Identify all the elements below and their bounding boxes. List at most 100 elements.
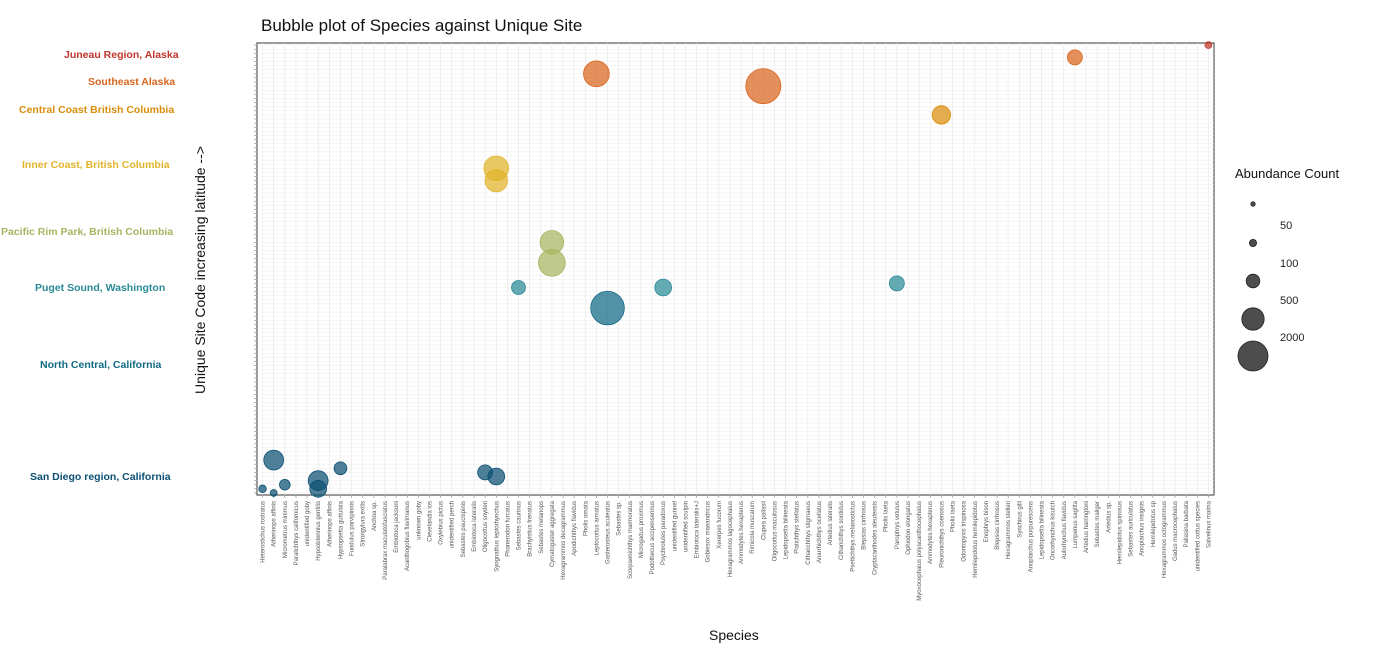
x-tick-label: Atherinops affinis	[327, 501, 333, 547]
x-tick-label: Oxylebius pictus	[439, 501, 445, 545]
x-tick-label: unidentified goby	[305, 501, 311, 546]
bubble-point	[258, 484, 267, 493]
x-tick-label: Strongylura exilis	[361, 501, 367, 547]
x-tick-label: Oligocottus snyderi	[483, 501, 489, 552]
x-tick-label: Myoxocephalus polyacanthocephalus	[917, 501, 923, 601]
x-tick-label: Pholis laeta	[884, 500, 890, 532]
bubble-layer	[258, 41, 1213, 498]
x-tick-label: Hypsoblennius gentilis	[316, 501, 322, 561]
x-tick-label: Rimicola muscarum	[750, 501, 756, 554]
region-label-juneau: Juneau Region, Alaska	[64, 49, 179, 61]
x-tick-label: Atherinops affinis	[272, 501, 278, 547]
bubble-point	[654, 278, 672, 297]
legend-bubble	[1250, 201, 1256, 207]
x-tick-label: Lepidopsetta bilineata	[1040, 500, 1046, 559]
legend-bubble	[1241, 307, 1265, 331]
x-tick-label: Pallasina barbata	[1184, 500, 1190, 547]
bubble-point	[590, 290, 625, 326]
x-tick-label: Hemilepidotus spinosus	[1117, 501, 1123, 564]
x-tick-label: Sebastes maliger	[1095, 501, 1101, 547]
x-tick-label: Microgadus proximus	[639, 501, 645, 558]
x-tick-label: Citharichthys stigmaeus	[806, 501, 812, 565]
region-label-puget-sound: Puget Sound, Washington	[35, 282, 166, 294]
x-tick-label: unidentified perch	[450, 501, 456, 548]
bubble-point	[539, 230, 565, 255]
x-tick-label: unidentified sculpin	[683, 501, 689, 552]
x-tick-label: Hexagrammos octogrammus	[1162, 501, 1168, 578]
legend-label-100: 100	[1280, 258, 1299, 270]
x-tick-label: Psettichthys melanostictus	[850, 501, 856, 572]
x-tick-label: Sebastes melanops	[539, 501, 545, 554]
x-tick-label: Anchoa sp.	[372, 501, 378, 531]
bubble-point	[1067, 49, 1083, 66]
x-tick-label: Platichthys stellatus	[795, 501, 801, 554]
region-label-north-central-ca: North Central, California	[40, 359, 162, 371]
bubble-point	[309, 480, 328, 498]
bubble-point	[484, 169, 508, 193]
x-tick-label: Paralichthys californicus	[294, 501, 300, 565]
x-tick-label: Cymatogaster aggregata	[550, 500, 556, 567]
x-tick-label: Xererpes fucorum	[717, 501, 723, 549]
x-tick-label: Leptocottus armatus	[594, 501, 600, 555]
x-tick-labels: Heterostichus rostratus Atherinops affini…	[261, 495, 1212, 601]
x-tick-label: Brachyistius frenatus	[528, 501, 534, 557]
x-tick-label: Hemilepidotus hemilepidotus	[973, 501, 979, 578]
legend-bubble	[1249, 238, 1258, 247]
bubble-point	[888, 275, 905, 292]
x-tick-label: Enophrys bison	[984, 501, 990, 542]
x-tick-label: Pholis laeta	[950, 500, 956, 532]
x-tick-label: Lepidopsetta bilineata	[784, 500, 790, 559]
x-tick-label: Anoplarchus insignis	[1140, 501, 1146, 556]
x-tick-label: Artedius harringtoni	[1084, 501, 1090, 553]
x-tick-label: Heterostichus rostratus	[261, 501, 267, 563]
x-tick-label: Citharichthys sordidus	[839, 501, 845, 560]
legend-label-50: 50	[1280, 220, 1293, 232]
x-tick-label: Gasterosteus aculeatus	[606, 501, 612, 564]
legend-bubble	[1237, 340, 1269, 372]
bubble-point	[583, 60, 610, 88]
x-tick-label: Embiotoca lateralis+J	[695, 501, 701, 558]
x-tick-label: Sebastes paucispinis	[461, 501, 467, 557]
x-tick-label: Hexagrammos decagrammus	[561, 501, 567, 580]
grid-layer	[256, 42, 1215, 496]
x-tick-label: Oncorhynchus kisutch	[1051, 501, 1057, 560]
x-tick-label: Odontopyxis trispinosa	[962, 500, 968, 561]
bubble-point	[263, 449, 285, 471]
x-tick-label: Lumpenus sagitta	[1073, 500, 1079, 548]
x-tick-label: Hemilepidotus sp	[1151, 500, 1157, 547]
x-tick-label: Pleuronichthys coenosus	[939, 501, 945, 568]
x-tick-label: Ammodytes hexapterus	[928, 501, 934, 564]
x-tick-label: Hypsopsetta guttulata	[338, 500, 344, 559]
bubble-point	[1204, 41, 1213, 49]
x-tick-label: Acanthogobius flavimanus	[405, 501, 411, 571]
x-tick-label: Scorpaenichthys marmoratus	[628, 501, 634, 579]
x-tick-label: Apodichthys flavidus	[572, 501, 578, 556]
legend-label-2000: 2000	[1280, 332, 1305, 344]
bubble-point	[745, 68, 782, 105]
region-label-pacific-rim: Pacific Rim Park, British Columbia	[1, 226, 174, 238]
x-tick-label: Sebastes auriculatus	[1129, 501, 1135, 557]
x-tick-label: Sebastes caurinus	[517, 501, 523, 550]
x-tick-label: Paralabrax maculatofasciatus	[383, 501, 389, 580]
bubble-point	[511, 280, 526, 295]
region-label-southeast-alaska: Southeast Alaska	[88, 76, 176, 88]
x-tick-label: Artedius lateralis	[828, 501, 834, 545]
x-tick-label: Sebastes sp.	[617, 501, 623, 536]
x-tick-label: Fundulus parvipinnis	[350, 501, 356, 556]
x-tick-label: Ammodytes hexapterus	[739, 501, 745, 564]
x-tick-label: Blepsias cirrhosus	[995, 501, 1001, 550]
x-tick-label: Pholis ornata	[583, 500, 589, 536]
x-tick-label: Parophrys vetulus	[895, 501, 901, 549]
x-tick-label: Embiotoca lateralis	[472, 501, 478, 552]
x-tick-label: Syngnathus leptorhynchus	[494, 501, 500, 572]
bubble-point	[279, 479, 291, 491]
x-tick-label: Clevelandia ios	[427, 501, 433, 542]
x-tick-label: Phanerodon furcatus	[505, 501, 511, 557]
bubble-point	[477, 464, 494, 481]
bubble-point	[333, 461, 348, 476]
x-tick-label: Podothecus accipenserinus	[650, 501, 656, 574]
legend-label-500: 500	[1280, 295, 1299, 307]
x-tick-label: Ophiodon elongatus	[906, 501, 912, 555]
x-tick-label: Salvelinus malma	[1206, 500, 1212, 548]
